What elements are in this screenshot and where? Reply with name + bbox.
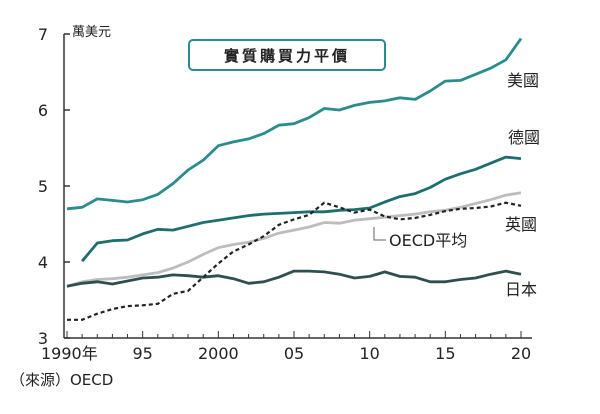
x-ticks: 1990年 95 2000 05 10 15 20 xyxy=(41,331,531,363)
y-tick-label: 6 xyxy=(38,101,48,120)
x-tick-label: 1990年 xyxy=(41,344,98,363)
series-label-1: 德國 xyxy=(508,128,540,147)
y-tick-label: 7 xyxy=(38,25,48,44)
y-tick-label: 3 xyxy=(38,329,48,348)
source-note: （來源）OECD xyxy=(10,371,113,389)
chart-title: 實質購買力平價 xyxy=(224,47,350,65)
series-label-3: 英國 xyxy=(505,215,537,234)
series-label-2: OECD平均 xyxy=(389,231,467,250)
x-tick-label: 2000 xyxy=(198,344,239,363)
y-tick-label: 5 xyxy=(38,177,48,196)
series-line-3 xyxy=(67,201,522,321)
y-ticks: 3 4 5 6 7 xyxy=(38,25,70,348)
y-unit-label: 萬美元 xyxy=(72,25,111,40)
chart-title-box: 實質購買力平價 xyxy=(188,39,386,71)
series-lines xyxy=(66,37,523,321)
series-label-4: 日本 xyxy=(505,280,537,299)
series-line-4 xyxy=(66,269,522,288)
x-tick-label: 10 xyxy=(359,344,379,363)
series-line-0 xyxy=(66,37,523,211)
series-label-0: 美國 xyxy=(507,71,539,90)
x-tick-label: 20 xyxy=(511,344,531,363)
y-tick-label: 4 xyxy=(38,253,48,272)
x-tick-label: 95 xyxy=(132,344,152,363)
oecd-leader-line xyxy=(373,227,386,241)
x-tick-label: 15 xyxy=(435,344,455,363)
series-line-1 xyxy=(81,155,522,263)
x-tick-label: 05 xyxy=(284,344,304,363)
